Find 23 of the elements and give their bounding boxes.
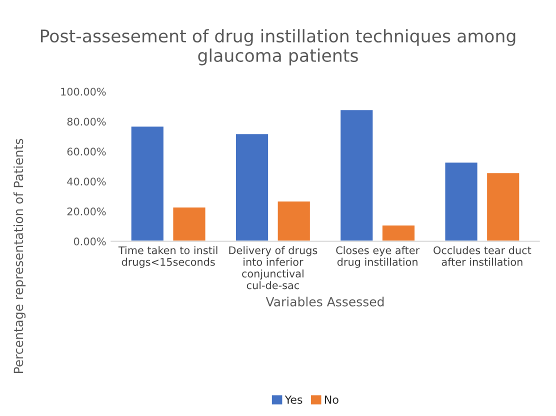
legend-label: Yes [284,396,302,404]
x-tick-label: Time taken to instil drugs<15seconds [118,246,218,268]
bar [444,161,479,242]
x-axis-title: Variables Assessed [266,296,384,306]
chart-title: Post-assesement of drug instillation techniques among glaucoma patients [40,29,516,66]
bar [276,200,312,242]
x-tick-label: Occludes tear duct after instillation [434,246,532,266]
y-tick-label: 40.00% [67,178,106,186]
y-tick-label: 80.00% [67,118,106,126]
bar [381,224,416,242]
bar [234,132,270,242]
legend-label: No [324,396,338,404]
y-tick-label: 20.00% [67,208,106,216]
x-tick-label: Closes eye after drug instillation [336,246,420,268]
bar [172,206,207,242]
y-axis-title: Percentage representation of Patients [13,138,26,374]
x-tick-label: Delivery of drugs into inferior conjunctival cul-de-sac [229,246,318,290]
y-tick-label: 100.00% [61,88,106,96]
bar [486,172,521,242]
bar [130,125,165,242]
bar [339,108,374,242]
y-tick-label: 60.00% [67,148,106,156]
y-tick-label: 0.00% [74,238,106,246]
